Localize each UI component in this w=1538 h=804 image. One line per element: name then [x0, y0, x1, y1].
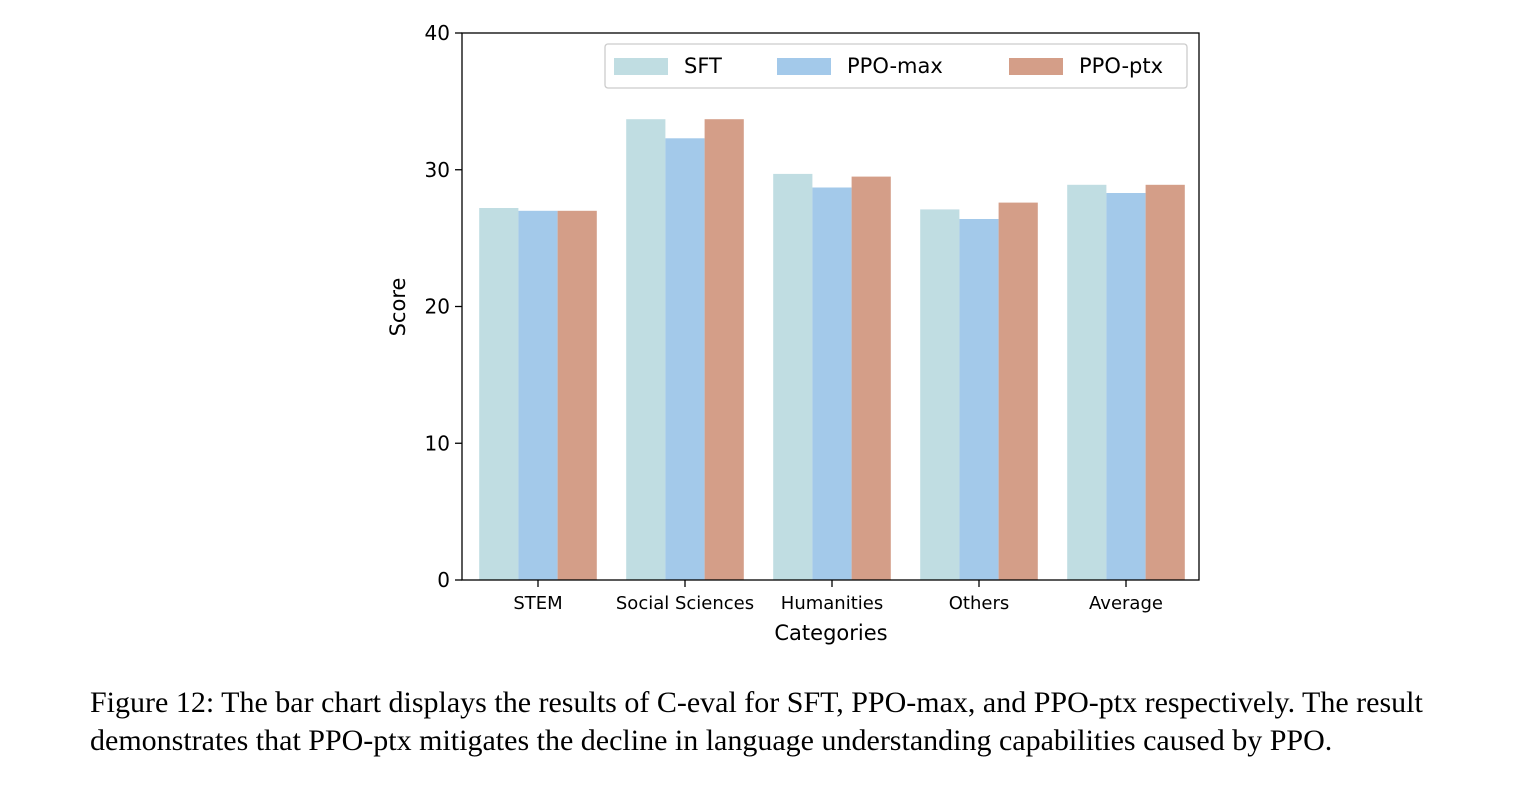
bar-sft-humanities [773, 173, 813, 580]
legend-box [604, 43, 1188, 89]
bar-ppo-max-average [1106, 193, 1146, 580]
bar-ppo-ptx-others [998, 202, 1038, 580]
y-axis-label: Score [386, 278, 410, 337]
x-tick-label: STEM [513, 593, 562, 614]
bar-ppo-ptx-stem [557, 210, 597, 581]
legend-swatch-ppo-ptx [1009, 58, 1063, 75]
y-tick-label: 10 [425, 431, 450, 455]
bar-sft-average [1067, 184, 1107, 581]
legend-label-sft: SFT [684, 54, 722, 78]
x-tick-label: Humanities [781, 593, 883, 614]
y-axis: 0 10 20 30 40 [425, 21, 462, 592]
bars-layer [479, 119, 1185, 581]
bar-ppo-max-others [959, 219, 999, 580]
x-axis: STEM Social Sciences Humanities Others Avera… [513, 580, 1163, 614]
legend-swatch-sft [614, 58, 668, 75]
legend: SFT PPO-max PPO-ptx [604, 43, 1188, 89]
bar-ppo-max-social-sciences [665, 138, 705, 581]
bar-ppo-ptx-average [1145, 184, 1185, 581]
bar-ppo-ptx-humanities [851, 176, 891, 580]
bar-ppo-max-stem [518, 210, 558, 581]
x-tick-label: Social Sciences [616, 593, 754, 614]
y-tick-label: 40 [425, 21, 450, 45]
plot-frame [461, 32, 1200, 581]
bar-ppo-ptx-social-sciences [704, 119, 744, 580]
legend-swatch-ppo-max [777, 58, 831, 75]
bar-sft-social-sciences [626, 119, 666, 580]
figure-caption: Figure 12: The bar chart displays the re… [90, 686, 1423, 757]
y-tick-label: 30 [425, 158, 450, 182]
bar-sft-stem [479, 208, 519, 580]
x-tick-label: Others [949, 593, 1010, 614]
y-tick-label: 20 [425, 295, 450, 319]
legend-label-ppo-ptx: PPO-ptx [1079, 54, 1163, 78]
bar-ppo-max-humanities [812, 187, 852, 580]
bar-sft-others [920, 209, 960, 580]
x-axis-label: Categories [774, 621, 887, 645]
legend-label-ppo-max: PPO-max [847, 54, 943, 78]
x-tick-label: Average [1089, 593, 1163, 614]
y-tick-label: 0 [437, 568, 450, 592]
